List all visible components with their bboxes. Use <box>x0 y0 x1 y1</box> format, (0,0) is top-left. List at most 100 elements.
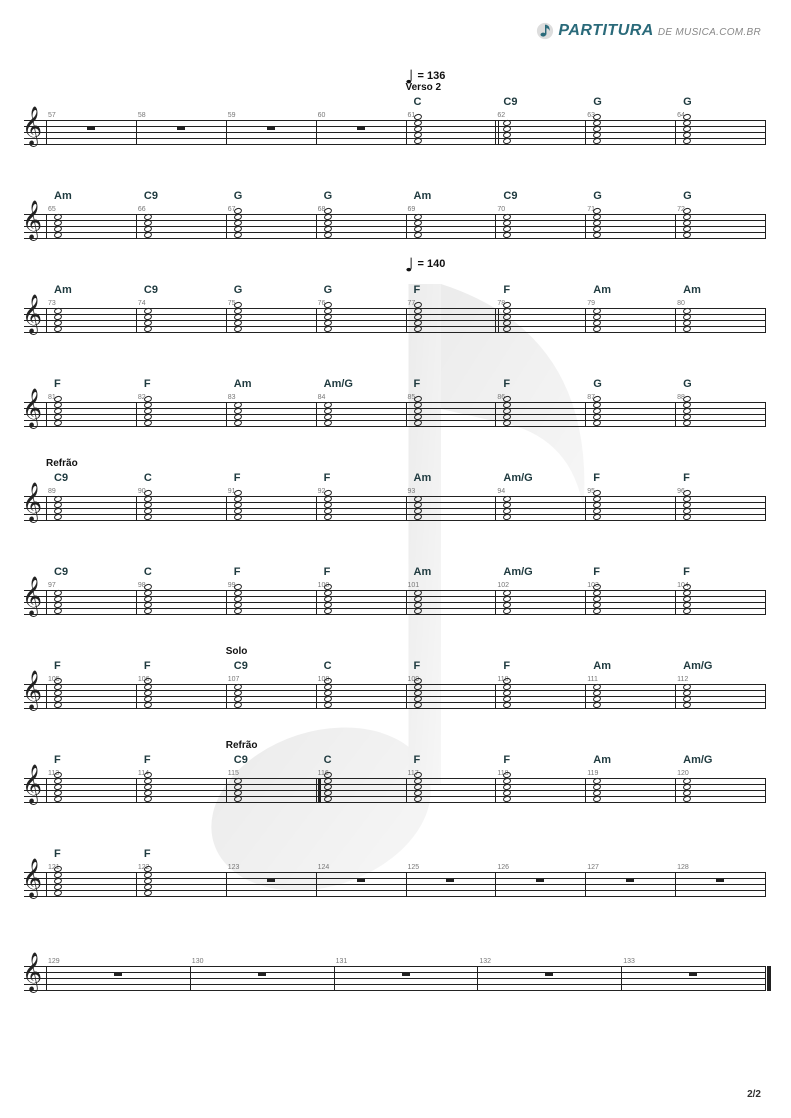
measure-number: 123 <box>228 864 240 871</box>
chord-symbol: F <box>144 378 151 390</box>
chord-notes <box>683 394 695 438</box>
staff-system: 𝄞97C998C99F100F101Am102Am/G103F104F <box>24 568 765 620</box>
chord-symbol: F <box>324 566 331 578</box>
treble-clef-icon: 𝄞 <box>22 674 42 708</box>
logo-suffix-text: DE MUSICA.COM.BR <box>658 27 761 38</box>
chord-symbol: Am/G <box>683 660 712 672</box>
chord-symbol: Am/G <box>503 472 532 484</box>
staff-system: 𝄞Refrão113F114F115C9116C117F118F119Am120… <box>24 756 765 808</box>
chord-symbol: F <box>593 566 600 578</box>
chord-notes <box>54 488 66 532</box>
chord-notes <box>593 206 605 250</box>
chord-symbol: C9 <box>144 284 158 296</box>
chord-notes <box>144 676 156 720</box>
chord-notes <box>414 112 426 156</box>
treble-clef-icon: 𝄞 <box>22 768 42 802</box>
sheet-music-container: 𝄞= 136Verso 25758596061C62C963G64G𝄞65Am6… <box>0 0 791 996</box>
chord-notes <box>503 676 515 720</box>
chord-notes <box>593 582 605 626</box>
treble-clef-icon: 𝄞 <box>22 298 42 332</box>
chord-symbol: F <box>414 754 421 766</box>
chord-symbol: G <box>593 190 602 202</box>
chord-notes <box>593 300 605 344</box>
chord-symbol: Am <box>593 284 611 296</box>
section-label: Solo <box>226 646 248 657</box>
chord-symbol: Am <box>234 378 252 390</box>
chord-notes <box>54 206 66 250</box>
chord-notes <box>324 488 336 532</box>
chord-notes <box>593 394 605 438</box>
whole-rest <box>446 878 454 882</box>
chord-symbol: Am <box>414 190 432 202</box>
chord-symbol: C <box>414 96 422 108</box>
chord-symbol: G <box>593 96 602 108</box>
section-label: Verso 2 <box>406 82 442 93</box>
chord-symbol: F <box>324 472 331 484</box>
chord-symbol: G <box>683 96 692 108</box>
chord-symbol: G <box>234 190 243 202</box>
chord-notes <box>414 300 426 344</box>
measure-number: 60 <box>318 112 326 119</box>
staff-system: 𝄞65Am66C967G68G69Am70C971G72G <box>24 192 765 244</box>
chord-notes <box>234 488 246 532</box>
whole-rest <box>357 878 365 882</box>
chord-notes <box>144 582 156 626</box>
chord-notes <box>683 112 695 156</box>
chord-notes <box>414 676 426 720</box>
chord-notes <box>503 300 515 344</box>
chord-notes <box>683 300 695 344</box>
chord-symbol: F <box>503 284 510 296</box>
whole-rest <box>267 878 275 882</box>
chord-notes <box>324 582 336 626</box>
chord-symbol: Am <box>54 190 72 202</box>
chord-symbol: C9 <box>54 472 68 484</box>
chord-symbol: C <box>324 754 332 766</box>
measure-number: 130 <box>192 958 204 965</box>
logo-brand-text: PARTITURA <box>558 22 653 40</box>
whole-rest <box>357 126 365 130</box>
tempo-marking: = 140 <box>406 256 446 272</box>
chord-notes <box>144 394 156 438</box>
measure-number: 131 <box>336 958 348 965</box>
chord-symbol: G <box>324 284 333 296</box>
chord-notes <box>593 112 605 156</box>
chord-notes <box>503 112 515 156</box>
chord-symbol: F <box>683 566 690 578</box>
whole-rest <box>87 126 95 130</box>
chord-notes <box>324 206 336 250</box>
chord-symbol: G <box>683 190 692 202</box>
chord-notes <box>54 676 66 720</box>
chord-symbol: F <box>144 848 151 860</box>
chord-symbol: F <box>144 754 151 766</box>
whole-rest <box>626 878 634 882</box>
chord-notes <box>414 394 426 438</box>
measure-number: 126 <box>497 864 509 871</box>
whole-rest <box>177 126 185 130</box>
chord-notes <box>234 206 246 250</box>
chord-notes <box>593 488 605 532</box>
whole-rest <box>267 126 275 130</box>
chord-notes <box>234 582 246 626</box>
whole-rest <box>258 972 266 976</box>
chord-notes <box>324 770 336 814</box>
chord-symbol: F <box>414 660 421 672</box>
chord-symbol: C <box>324 660 332 672</box>
chord-symbol: Am <box>54 284 72 296</box>
chord-notes <box>234 676 246 720</box>
chord-symbol: F <box>414 284 421 296</box>
chord-notes <box>234 394 246 438</box>
chord-notes <box>234 770 246 814</box>
chord-notes <box>324 394 336 438</box>
staff-system: 𝄞Solo105F106F107C9108C109F110F111Am112Am… <box>24 662 765 714</box>
chord-symbol: Am <box>593 660 611 672</box>
measure-number: 124 <box>318 864 330 871</box>
chord-symbol: C9 <box>144 190 158 202</box>
chord-symbol: C9 <box>503 190 517 202</box>
staff-system: 𝄞= 14073Am74C975G76G77F78F79Am80Am <box>24 286 765 338</box>
measure-number: 132 <box>479 958 491 965</box>
chord-notes <box>593 770 605 814</box>
chord-symbol: C <box>144 566 152 578</box>
chord-symbol: F <box>144 660 151 672</box>
chord-notes <box>503 206 515 250</box>
page-number: 2/2 <box>747 1089 761 1100</box>
